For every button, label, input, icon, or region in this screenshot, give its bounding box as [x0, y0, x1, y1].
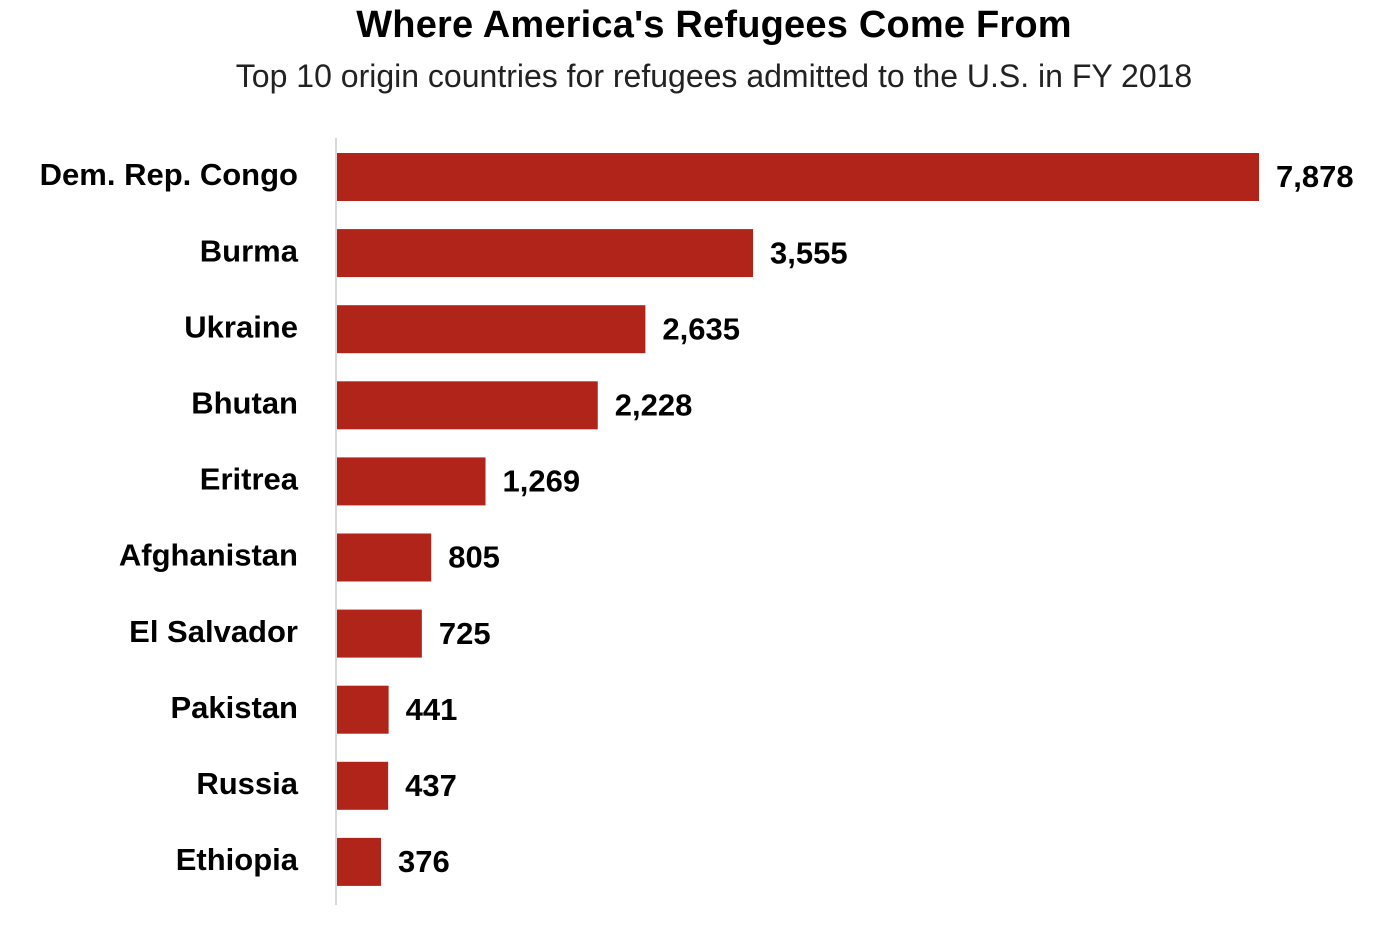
category-label: Afghanistan [119, 538, 298, 573]
value-label: 7,878 [1276, 159, 1354, 194]
bar-el-salvador [337, 609, 422, 658]
category-label: Dem. Rep. Congo [40, 157, 298, 192]
bar-pakistan [337, 685, 389, 734]
category-label: Bhutan [191, 385, 298, 420]
value-label: 3,555 [770, 235, 848, 270]
bar-bhutan [337, 381, 598, 430]
value-label: 725 [439, 616, 491, 651]
category-label: Ethiopia [176, 842, 299, 877]
value-label: 2,228 [615, 387, 693, 422]
bar-ukraine [337, 305, 646, 354]
category-label: Burma [200, 233, 299, 268]
chart-subtitle: Top 10 origin countries for refugees adm… [235, 58, 1193, 94]
value-label: 441 [406, 692, 458, 727]
bar-eritrea [337, 457, 486, 506]
bar-russia [337, 761, 389, 810]
category-label: Eritrea [200, 462, 299, 497]
bar-burma [337, 229, 754, 278]
bar-dem-rep-congo [337, 153, 1259, 201]
value-label: 376 [398, 844, 450, 879]
value-labels-group: 7,878 3,555 2,635 2,228 1,269 805 725 441 437 376 [398, 159, 1354, 879]
value-label: 2,635 [662, 311, 740, 346]
value-label: 1,269 [503, 464, 581, 499]
bars-group [337, 153, 1259, 886]
category-labels-group: Dem. Rep. Congo Burma Ukraine Bhutan Eritrea… [40, 157, 299, 877]
category-label: Pakistan [170, 690, 298, 725]
category-label: El Salvador [129, 614, 298, 649]
bar-afghanistan [337, 533, 432, 582]
chart-title: Where America's Refugees Come From [356, 4, 1072, 46]
value-label: 437 [405, 768, 457, 803]
value-label: 805 [448, 540, 500, 575]
bar-ethiopia [337, 837, 382, 886]
category-label: Ukraine [184, 309, 298, 344]
category-label: Russia [196, 766, 298, 801]
